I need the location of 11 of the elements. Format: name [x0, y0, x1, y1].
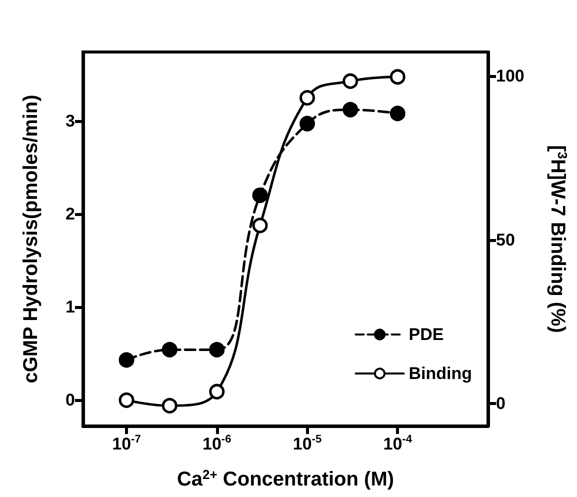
- y-tick-label: 0: [66, 390, 75, 410]
- y2-tick-label: 0: [496, 394, 506, 413]
- y-axis-title: cGMP Hydrolysis(pmoles/min): [20, 94, 42, 384]
- y2-axis-title: [3H]W-7 Binding (%): [546, 145, 570, 333]
- legend-label: PDE: [408, 325, 444, 344]
- y2-tick-label: 50: [496, 230, 515, 250]
- y-tick-label: 3: [66, 111, 75, 130]
- y-tick-label: 2: [66, 204, 75, 224]
- legend-label: Binding: [408, 364, 472, 383]
- y2-tick-label: 100: [496, 66, 524, 86]
- y-tick-label: 1: [66, 297, 75, 316]
